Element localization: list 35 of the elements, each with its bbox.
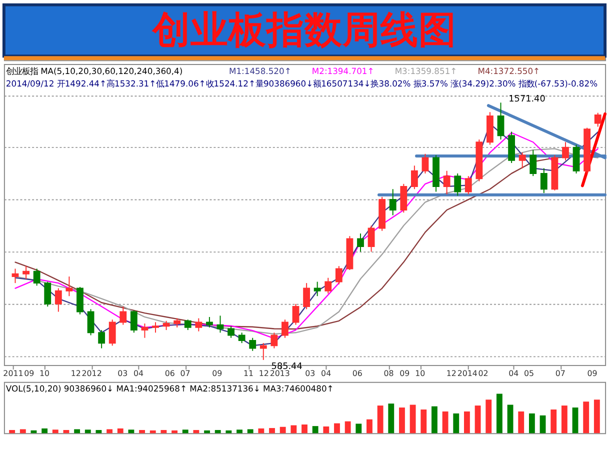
x-tick-label: 07 (555, 368, 566, 378)
x-tick-label: 09 (212, 368, 222, 378)
x-tick-label: 08 (384, 368, 394, 378)
text: M4:1372.550↑ (478, 66, 540, 76)
annotation: VOL(5,10,20) 90386960↓ MA1:94025968↑ MA2:85137136↓ MA3:74600480↑ (6, 384, 334, 394)
text: M2:1394.701↑ (312, 66, 374, 76)
x-tick-label: 09 (400, 368, 410, 378)
x-tick-label: 04 (508, 368, 519, 378)
x-tick-label: 10 (415, 368, 426, 378)
x-tick-label: 12 (258, 368, 269, 378)
x-tick-label: 02 (478, 368, 488, 378)
annotation: 1571.40 (508, 94, 546, 105)
x-tick-label: 03 (305, 368, 316, 378)
x-tick-label: 11 (243, 368, 254, 378)
x-tick-label: 10 (40, 368, 50, 378)
text: M1:1458.520↑ (228, 66, 292, 76)
x-tick-label: 06 (352, 368, 362, 378)
text: 2014/09/12 开1492.44↑高1532.31↑低1479.06↑收1524.12↑量90386960↓额16507134↓换38.02% 振3.57% 涨(34.29)2.30% 指数(-67.53)-0.82% (6, 78, 598, 89)
text: 创业板指 MA(5,10,20,30,60,120,240,360,4) (6, 66, 183, 76)
x-tick-label: 07 (180, 368, 190, 378)
chart-title: 创业板指数周线图 (152, 7, 456, 52)
x-tick-label: 2012 (82, 368, 102, 378)
x-tick-label: 05 (524, 368, 534, 378)
x-tick-label: 09 (24, 368, 34, 378)
x-tick-label: 04 (321, 368, 332, 378)
x-tick-label: 04 (134, 368, 144, 378)
x-tick-label: 06 (164, 368, 175, 378)
x-tick-label: 2014 (457, 368, 478, 378)
text: M3:1359.851↑ (394, 66, 458, 76)
x-tick-label: 12 (70, 368, 81, 378)
x-tick-label: 03 (118, 368, 128, 378)
x-tick-label: 12 (446, 368, 456, 378)
x-tick-label: 2011 (3, 368, 24, 378)
x-tick-label: 09 (587, 368, 598, 378)
x-tick-label: 2013 (270, 368, 290, 378)
